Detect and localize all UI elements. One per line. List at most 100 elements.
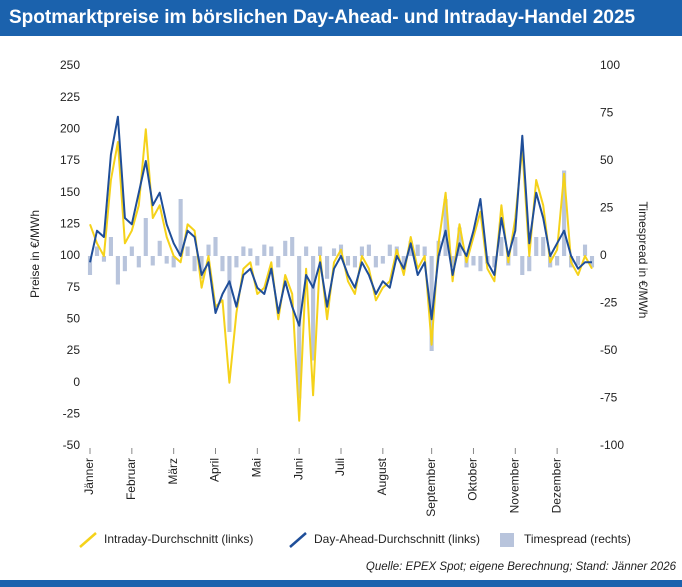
x-tick-label: April <box>208 458 222 482</box>
timespread-bar <box>582 244 588 256</box>
y2-tick-label: -75 <box>600 391 618 405</box>
timespread-bar <box>199 256 204 279</box>
y-tick-label: 50 <box>67 312 81 326</box>
price-line <box>89 128 593 422</box>
timespread-bar <box>157 240 162 256</box>
timespread-bar <box>513 237 518 256</box>
timespread-bar <box>136 256 141 268</box>
y-tick-label: 175 <box>60 153 80 167</box>
timespread-bar <box>534 237 539 256</box>
x-tick-label: September <box>424 458 438 517</box>
x-tick-label: Juni <box>291 458 305 480</box>
timespread-bar <box>443 199 448 256</box>
legend-swatch <box>79 532 97 548</box>
source-note: Quelle: EPEX Spot; eigene Berechnung; St… <box>366 561 677 573</box>
timespread-bar <box>478 256 483 272</box>
timespread-bar <box>471 256 476 266</box>
timespread-bar <box>234 256 239 268</box>
y2-axis-title: Timespread in €/MWh <box>636 202 650 319</box>
timespread-bar <box>220 256 225 272</box>
timespread-bar <box>290 237 295 256</box>
timespread-bar <box>366 244 371 256</box>
y2-tick-label: -100 <box>600 438 624 452</box>
x-tick-label: Dezember <box>549 458 563 513</box>
x-tick-label: Juli <box>333 458 347 476</box>
timespread-bar <box>213 237 218 256</box>
y-tick-label: 125 <box>60 217 80 231</box>
timespread-bar <box>143 218 148 256</box>
price-line <box>89 115 592 327</box>
timespread-bar <box>262 244 267 256</box>
y-tick-label: 75 <box>67 280 81 294</box>
x-tick-label: Mai <box>250 458 264 477</box>
timespread-bar <box>241 246 246 256</box>
timespread-bar <box>318 246 323 256</box>
y-tick-label: -50 <box>63 438 81 452</box>
timespread-bar <box>555 256 560 266</box>
y-tick-label: 250 <box>60 58 80 72</box>
timespread-bar <box>324 256 330 279</box>
timespread-bar <box>304 246 309 256</box>
y-tick-label: 150 <box>60 185 80 199</box>
timespread-bar <box>429 256 434 351</box>
timespread-bar <box>450 256 455 268</box>
timespread-bar <box>345 256 351 266</box>
timespread-bar <box>352 256 358 268</box>
y-tick-label: 100 <box>60 248 80 262</box>
x-tick-label: Oktober <box>466 458 480 501</box>
timespread-bar <box>311 256 316 361</box>
timespread-bar <box>255 256 260 266</box>
timespread-bar <box>422 246 427 256</box>
y-tick-label: 225 <box>60 90 80 104</box>
timespread-bar <box>401 256 406 268</box>
legend-swatch <box>500 533 514 547</box>
timespread-bar <box>206 244 211 256</box>
timespread-bar <box>185 246 190 256</box>
x-tick-label: Jänner <box>82 458 96 495</box>
legend-label: Intraday-Durchschnitt (links) <box>104 532 253 546</box>
y2-tick-label: 25 <box>600 201 614 215</box>
timespread-bar <box>331 248 337 256</box>
timespread-bar <box>520 256 525 275</box>
timespread-bar <box>192 256 197 272</box>
timespread-bar <box>575 256 581 266</box>
y2-tick-label: 0 <box>600 248 607 262</box>
timespread-bar <box>283 240 288 256</box>
y-tick-label: -25 <box>63 407 81 421</box>
timespread-bar <box>171 256 176 268</box>
timespread-bar <box>415 244 420 256</box>
y-axis-title: Preise in €/MWh <box>28 210 42 298</box>
timespread-bar <box>129 246 134 256</box>
x-tick-label: Februar <box>124 458 138 500</box>
timespread-bar <box>94 246 100 256</box>
legend-swatch <box>289 532 307 548</box>
timespread-bar <box>492 256 497 268</box>
y2-tick-label: -50 <box>600 343 618 357</box>
y-tick-label: 200 <box>60 122 80 136</box>
x-tick-label: März <box>166 458 180 485</box>
timespread-bar <box>297 256 302 399</box>
timespread-bar <box>276 256 281 268</box>
timespread-bar <box>164 256 169 264</box>
timespread-bar <box>248 248 253 256</box>
y2-tick-label: 50 <box>600 153 614 167</box>
timespread-bar <box>387 244 392 256</box>
timespread-bar <box>87 256 93 275</box>
timespread-bar <box>115 256 120 285</box>
chart-title: Spotmarktpreise im börslichen Day-Ahead-… <box>9 7 636 28</box>
timespread-bar <box>562 170 567 256</box>
footer-bar <box>0 580 682 587</box>
x-tick-label: August <box>375 457 389 495</box>
header-bar <box>0 0 682 36</box>
y2-tick-label: 100 <box>600 58 620 72</box>
timespread-bar <box>227 256 232 332</box>
timespread-bar <box>269 246 274 256</box>
y-tick-label: 25 <box>67 343 81 357</box>
legend-label: Timespread (rechts) <box>524 532 631 546</box>
timespread-bar <box>150 256 155 266</box>
y2-tick-label: -25 <box>600 296 618 310</box>
y-tick-label: 0 <box>73 375 80 389</box>
timespread-bar <box>380 256 385 264</box>
